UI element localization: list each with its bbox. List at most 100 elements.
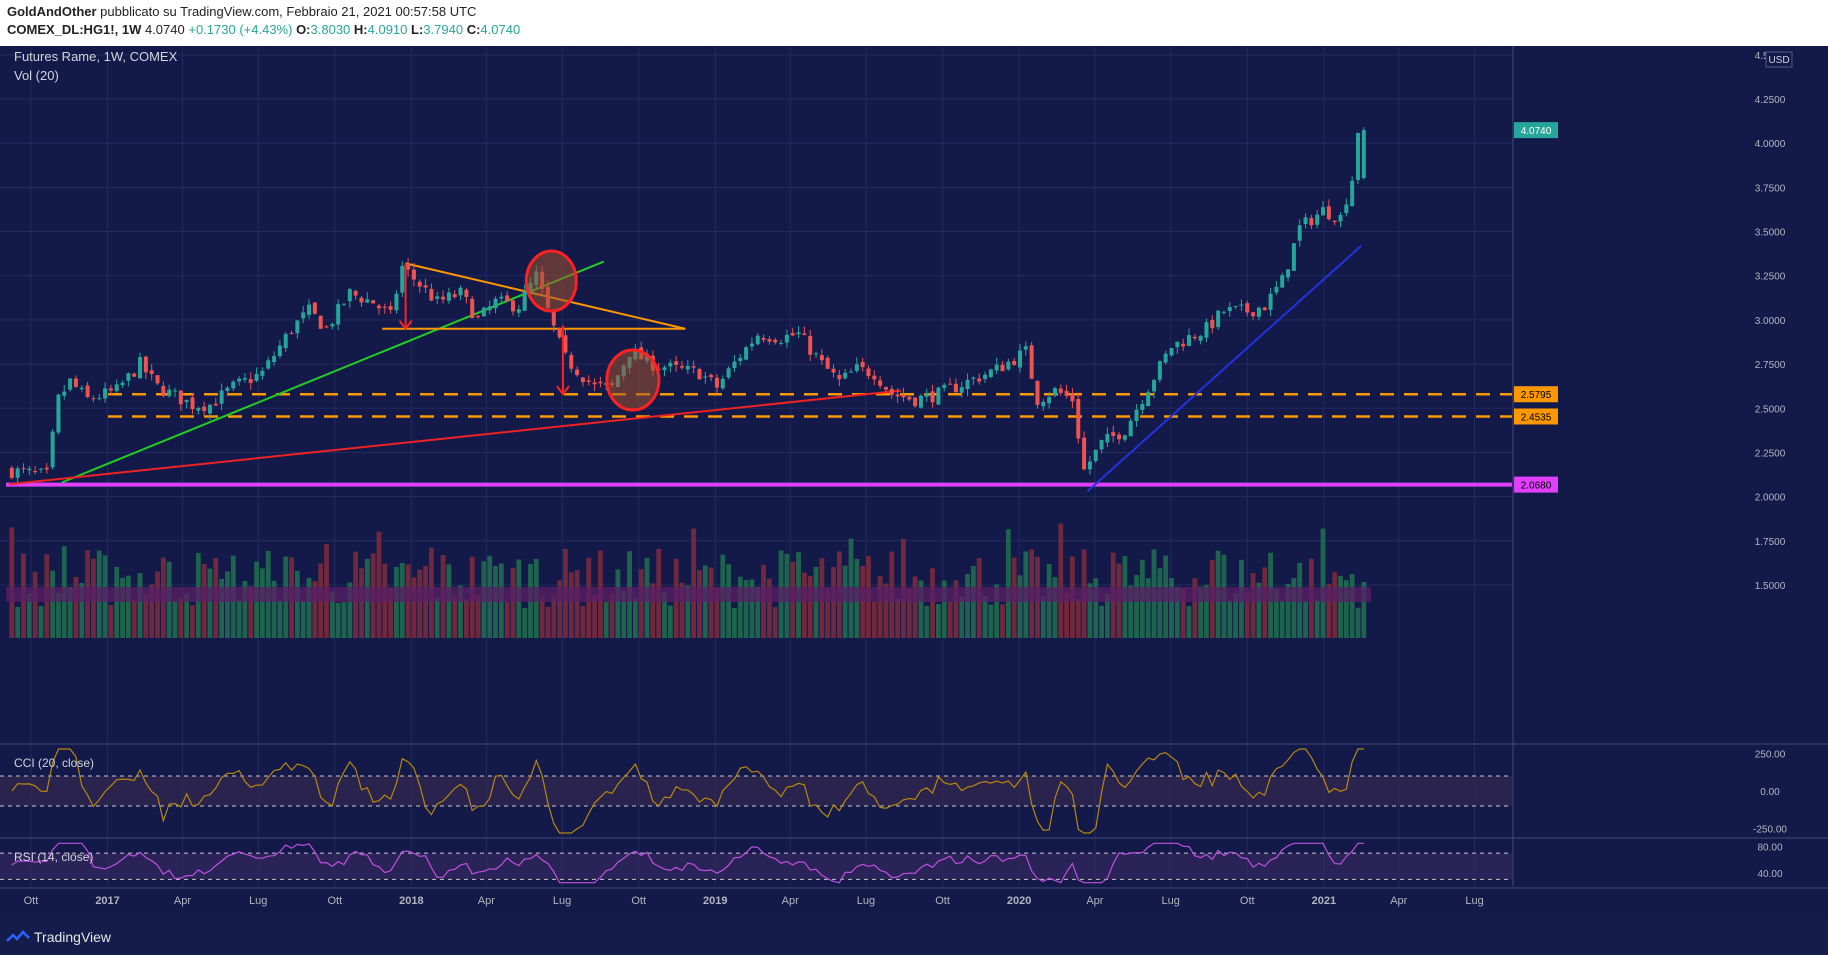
volume-bar bbox=[936, 603, 941, 638]
candle-body bbox=[272, 356, 277, 363]
candle-body bbox=[860, 361, 865, 368]
volume-bar bbox=[918, 580, 924, 638]
y-tick-label: 3.7500 bbox=[1755, 183, 1786, 194]
volume-bar bbox=[1303, 601, 1308, 638]
candle-body bbox=[784, 334, 789, 343]
price-tag-label: 4.0740 bbox=[1521, 126, 1552, 137]
volume-bar bbox=[1343, 580, 1349, 638]
volume-bar bbox=[1093, 578, 1099, 638]
volume-bar bbox=[463, 599, 469, 638]
candle-body bbox=[481, 307, 486, 317]
rsi-band bbox=[0, 853, 1512, 880]
volume-bar bbox=[708, 567, 714, 638]
candle-body bbox=[1355, 133, 1360, 180]
candle-body bbox=[592, 382, 597, 385]
candle-body bbox=[33, 471, 38, 473]
candle-body bbox=[441, 296, 446, 300]
candle-body bbox=[907, 396, 912, 400]
volume-bar bbox=[679, 582, 685, 638]
low-label: L: bbox=[411, 22, 424, 37]
candle-body bbox=[446, 292, 451, 301]
volume-bar bbox=[906, 589, 912, 638]
candle-body bbox=[318, 315, 323, 329]
candle-body bbox=[103, 388, 108, 399]
volume-bar bbox=[38, 605, 44, 638]
candle-body bbox=[196, 408, 201, 411]
candle-body bbox=[930, 391, 935, 403]
volume-bar bbox=[1087, 583, 1093, 638]
candle-body bbox=[668, 362, 673, 367]
volume-bar bbox=[877, 575, 883, 638]
volume-bar bbox=[912, 576, 918, 638]
volume-bar bbox=[551, 594, 557, 638]
volume-bar bbox=[801, 572, 807, 638]
x-tick-label: 2021 bbox=[1312, 895, 1336, 907]
author-name[interactable]: GoldAndOther bbox=[7, 4, 97, 19]
candle-body bbox=[510, 300, 515, 312]
high-value: 4.0910 bbox=[367, 22, 408, 37]
candle-body bbox=[161, 386, 166, 397]
x-tick-label: Ott bbox=[1240, 895, 1255, 907]
volume-bar bbox=[1256, 582, 1262, 638]
tradingview-logo[interactable]: TradingView bbox=[34, 929, 112, 945]
volume-bar bbox=[131, 600, 137, 638]
candle-body bbox=[1256, 307, 1261, 317]
candlesticks bbox=[9, 127, 1366, 484]
candle-body bbox=[1192, 336, 1197, 339]
candle-body bbox=[1216, 310, 1221, 328]
candle-body bbox=[1204, 322, 1209, 338]
rsi-label: RSI (14, close) bbox=[14, 850, 93, 864]
candle-body bbox=[470, 298, 475, 319]
candle-body bbox=[266, 360, 271, 369]
publish-info: pubblicato su TradingView.com, Febbraio … bbox=[100, 4, 477, 19]
volume-bar bbox=[26, 593, 32, 638]
candle-body bbox=[889, 388, 894, 396]
price-tag-label: 2.4535 bbox=[1521, 412, 1552, 423]
volume-bar bbox=[749, 579, 755, 638]
candle-body bbox=[213, 403, 218, 406]
candle-body bbox=[1227, 306, 1232, 312]
candle-body bbox=[376, 305, 381, 309]
candle-body bbox=[108, 388, 113, 391]
candle-body bbox=[522, 291, 527, 311]
x-tick-label: Apr bbox=[782, 895, 799, 907]
candle-body bbox=[971, 377, 976, 379]
volume-bar bbox=[1075, 598, 1081, 638]
chart-title: Futures Rame, 1W, COMEX bbox=[14, 49, 178, 64]
volume-bar bbox=[120, 577, 125, 638]
x-tick-label: Apr bbox=[478, 895, 495, 907]
candle-body bbox=[1326, 206, 1331, 220]
chart-canvas[interactable]: 4.0740 2.5795 2.4535 2.0680 Ott 2017 Apr Lug Ot… bbox=[0, 46, 1828, 919]
volume-bar bbox=[67, 586, 73, 638]
candle-body bbox=[97, 398, 102, 400]
candle-body bbox=[1163, 353, 1168, 363]
candle-body bbox=[499, 296, 504, 299]
volume-bar bbox=[1064, 592, 1070, 638]
candle-body bbox=[423, 285, 428, 288]
price-tag-label: 2.5795 bbox=[1521, 390, 1552, 401]
volume-bar bbox=[225, 571, 230, 638]
candle-body bbox=[703, 376, 708, 378]
volume-bar bbox=[1291, 578, 1297, 638]
candle-body bbox=[1245, 303, 1250, 313]
candle-body bbox=[1070, 393, 1075, 402]
volume-bar bbox=[1349, 574, 1355, 638]
candle-body bbox=[1315, 214, 1320, 225]
candle-body bbox=[720, 378, 725, 389]
candle-body bbox=[1117, 434, 1122, 440]
volume-bar bbox=[452, 595, 458, 638]
volume-bar bbox=[125, 575, 131, 638]
volume-bar bbox=[871, 602, 877, 638]
candle-body bbox=[1169, 347, 1174, 356]
candle-body bbox=[411, 269, 416, 280]
candle-body bbox=[44, 467, 49, 470]
candle-body bbox=[569, 355, 574, 369]
candle-body bbox=[184, 399, 189, 403]
candle-body bbox=[814, 353, 819, 355]
candle-body bbox=[406, 263, 411, 270]
volume-bar bbox=[959, 596, 965, 638]
volume-bar bbox=[143, 593, 149, 638]
candle-body bbox=[21, 468, 26, 470]
volume-bar bbox=[1233, 593, 1239, 638]
volume-bar bbox=[522, 607, 528, 638]
